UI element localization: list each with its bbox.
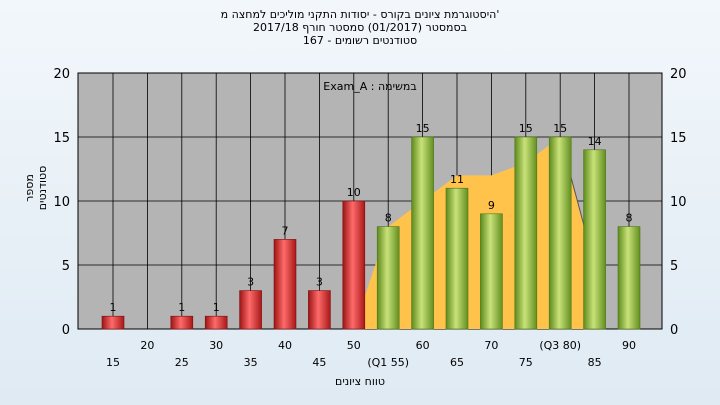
bar — [273, 239, 297, 330]
title-line-3: סטודנטים רשומים - 167 — [302, 34, 418, 47]
bar — [239, 290, 262, 330]
bar-value-label: 9 — [488, 199, 495, 212]
y-tick-label-left: 5 — [62, 259, 70, 274]
bar-value-label: 3 — [247, 276, 254, 289]
bar — [480, 213, 503, 330]
y-tick-label-left: 10 — [53, 195, 70, 210]
bar — [376, 226, 400, 330]
bar-value-label: 14 — [588, 135, 602, 148]
x-tick-label: 75 — [519, 356, 533, 369]
bar — [617, 226, 641, 330]
x-tick-label: 35 — [244, 356, 258, 369]
y-tick-label-right: 5 — [670, 259, 678, 274]
chart-title: 'היסטוגרמת ציונים בקורס - יסודות התקני מ… — [0, 8, 720, 47]
annotation-text: במשימה : Exam_A — [323, 80, 416, 93]
bar — [445, 187, 469, 330]
x-tick-label: (Q3 80) — [539, 339, 581, 352]
x-tick-label: (Q1 55) — [367, 356, 409, 369]
bar — [342, 200, 366, 330]
bar-value-label: 3 — [316, 276, 323, 289]
x-tick-label: 20 — [140, 339, 154, 352]
x-tick-label: 70 — [484, 339, 498, 352]
bar-value-label: 1 — [110, 301, 117, 314]
x-tick-label: 45 — [312, 356, 326, 369]
bar — [548, 136, 572, 330]
x-tick-label: 60 — [416, 339, 430, 352]
bar — [308, 290, 331, 330]
bar — [204, 315, 228, 330]
bar — [411, 136, 434, 330]
bar-value-label: 15 — [519, 122, 533, 135]
y-axis-label: מספר סטודנטים — [23, 165, 49, 211]
y-tick-label-right: 15 — [670, 131, 687, 146]
bar-value-label: 15 — [416, 122, 430, 135]
title-line-1: 'היסטוגרמת ציונים בקורס - יסודות התקני מ… — [220, 8, 500, 21]
bar-value-label: 11 — [450, 173, 464, 186]
x-tick-label: 30 — [209, 339, 223, 352]
y-tick-label-right: 10 — [670, 195, 687, 210]
x-tick-label: 50 — [347, 339, 361, 352]
bar-value-label: 1 — [213, 301, 220, 314]
x-tick-label: 15 — [106, 356, 120, 369]
y-tick-label-right: 20 — [670, 67, 687, 82]
y-tick-label-right: 0 — [670, 323, 678, 338]
y-tick-label-left: 15 — [53, 131, 70, 146]
x-tick-label: 40 — [278, 339, 292, 352]
bar — [101, 315, 125, 330]
bar-value-label: 8 — [385, 212, 392, 225]
bar — [170, 315, 194, 330]
bar-value-label: 15 — [553, 122, 567, 135]
bar — [583, 149, 606, 330]
x-tick-label: 25 — [175, 356, 189, 369]
y-tick-label-left: 20 — [53, 67, 70, 82]
bar-value-label: 10 — [347, 186, 361, 199]
x-tick-label: 85 — [588, 356, 602, 369]
y-tick-label-left: 0 — [62, 323, 70, 338]
bar-value-label: 7 — [282, 224, 289, 237]
x-tick-label: 90 — [622, 339, 636, 352]
bar — [514, 136, 538, 330]
title-line-2: בסמסטר (01/2017) סמסטר חורף 2017/18 — [253, 21, 467, 34]
x-tick-label: 65 — [450, 356, 464, 369]
bar-value-label: 8 — [626, 212, 633, 225]
bar-value-label: 1 — [178, 301, 185, 314]
x-axis-label: טווח ציונים — [335, 375, 385, 388]
